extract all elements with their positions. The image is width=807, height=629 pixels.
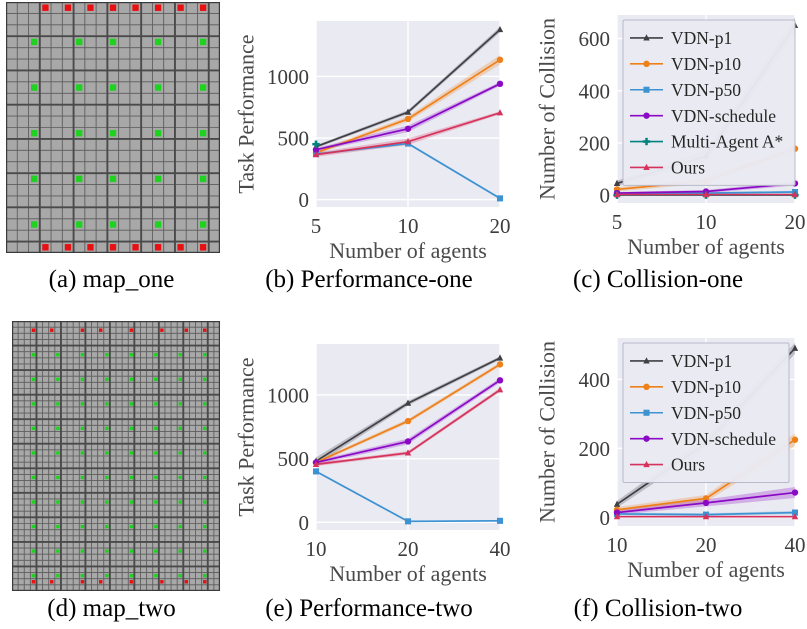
caption-performance-one: (b) Performance-one	[265, 266, 473, 293]
x-tick-labels: 10 20 40	[607, 533, 806, 557]
svg-text:20: 20	[398, 537, 419, 561]
map-two-cells	[12, 321, 220, 591]
svg-text:20: 20	[785, 210, 806, 234]
svg-text:0: 0	[600, 506, 611, 530]
svg-text:400: 400	[579, 368, 611, 392]
x-axis-label: Number of agents	[627, 557, 785, 582]
y-axis-label: Number of Collision	[535, 18, 560, 200]
x-tick-labels: 10 20 40	[306, 537, 511, 561]
y-tick-labels: 0 200 400 600	[579, 27, 611, 208]
svg-text:20: 20	[490, 214, 511, 238]
legend-label: VDN-p10	[671, 377, 741, 397]
svg-text:0: 0	[299, 511, 310, 535]
chart-performance-one: 0 500 1000 5 10 20 Number of agents Task Perfor…	[228, 0, 511, 263]
y-tick-labels: 0 500 1000	[267, 384, 309, 535]
legend-label: VDN-p1	[671, 351, 732, 371]
svg-text:1000: 1000	[267, 384, 309, 408]
chart-collision-one: 0 200 400 600 5 10 20 Number of agents Number of…	[512, 0, 806, 259]
svg-text:400: 400	[579, 79, 611, 103]
figure-row-one: 0 500 1000 5 10 20 Number of agents Task Perfor…	[0, 0, 807, 300]
svg-text:0: 0	[299, 188, 310, 212]
svg-text:5: 5	[311, 214, 322, 238]
y-tick-labels: 0 500 1000	[267, 65, 309, 212]
x-axis-label: Number of agents	[627, 234, 785, 259]
map-two-goal-cells	[31, 353, 207, 578]
y-axis-label: Task Performance	[234, 34, 259, 193]
legend-label: VDN-p50	[671, 80, 741, 100]
svg-text:200: 200	[579, 132, 611, 156]
svg-text:5: 5	[612, 210, 623, 234]
caption-collision-one: (c) Collision-one	[572, 266, 744, 293]
svg-text:500: 500	[278, 127, 310, 151]
caption-map-two: (d) map_two	[47, 595, 176, 622]
y-axis-label: Number of Collision	[535, 341, 560, 523]
map-two-block-lines	[12, 321, 220, 591]
svg-text:40: 40	[785, 533, 806, 557]
legend-label: Ours	[671, 455, 705, 475]
chart-legend: VDN-p1 VDN-p10 VDN-p50 VDN-schedule Ours	[622, 342, 790, 483]
svg-text:40: 40	[490, 537, 511, 561]
svg-text:20: 20	[696, 533, 717, 557]
legend-label: VDN-p10	[671, 54, 741, 74]
svg-text:10: 10	[696, 210, 717, 234]
legend-label: Multi-Agent A*	[671, 132, 783, 152]
chart-performance-two: 0 500 1000 10 20 40 Number of agents Task Perfo…	[228, 318, 511, 586]
figure-row-two: 0 500 1000 10 20 40 Number of agents Task Perfo…	[0, 318, 807, 629]
map-one-grid	[6, 2, 220, 253]
map-one-block-lines	[6, 2, 220, 253]
y-axis-label: Task Performance	[234, 357, 259, 516]
caption-collision-two: (f) Collision-two	[573, 595, 743, 622]
svg-text:200: 200	[579, 437, 611, 461]
svg-text:10: 10	[306, 537, 327, 561]
svg-text:10: 10	[607, 533, 628, 557]
plot-gridlines	[315, 344, 501, 530]
x-axis-label: Number of agents	[329, 238, 487, 263]
map-one-border	[6, 2, 220, 253]
series-lines	[312, 25, 504, 202]
caption-performance-two: (e) Performance-two	[265, 595, 473, 622]
map-two-border	[12, 321, 220, 591]
svg-text:10: 10	[398, 214, 419, 238]
map-two-grid	[12, 321, 220, 591]
legend-label: VDN-schedule	[671, 106, 776, 126]
legend-label: Ours	[671, 158, 705, 178]
svg-text:600: 600	[579, 27, 611, 51]
x-tick-labels: 5 10 20	[311, 214, 511, 238]
x-axis-label: Number of agents	[329, 561, 487, 586]
caption-map-one: (a) map_one	[48, 266, 175, 293]
map-two-agent-cells	[31, 328, 207, 584]
legend-label: VDN-p1	[671, 28, 732, 48]
svg-text:0: 0	[600, 184, 611, 208]
chart-collision-two: 0 200 400 10 20 40 Number of agents Number of C…	[512, 318, 806, 586]
x-tick-labels: 5 10 20	[612, 210, 806, 234]
svg-text:1000: 1000	[267, 65, 309, 89]
chart-legend: VDN-p1 VDN-p10 VDN-p50 VDN-schedule Multi-Ag…	[622, 19, 796, 186]
map-one-agent-cells	[42, 4, 207, 251]
svg-text:500: 500	[278, 447, 310, 471]
legend-label: VDN-schedule	[671, 429, 776, 449]
map-one-goal-cells	[31, 38, 207, 228]
series-lines	[312, 354, 504, 525]
y-tick-labels: 0 200 400	[579, 368, 611, 530]
legend-label: VDN-p50	[671, 403, 741, 423]
